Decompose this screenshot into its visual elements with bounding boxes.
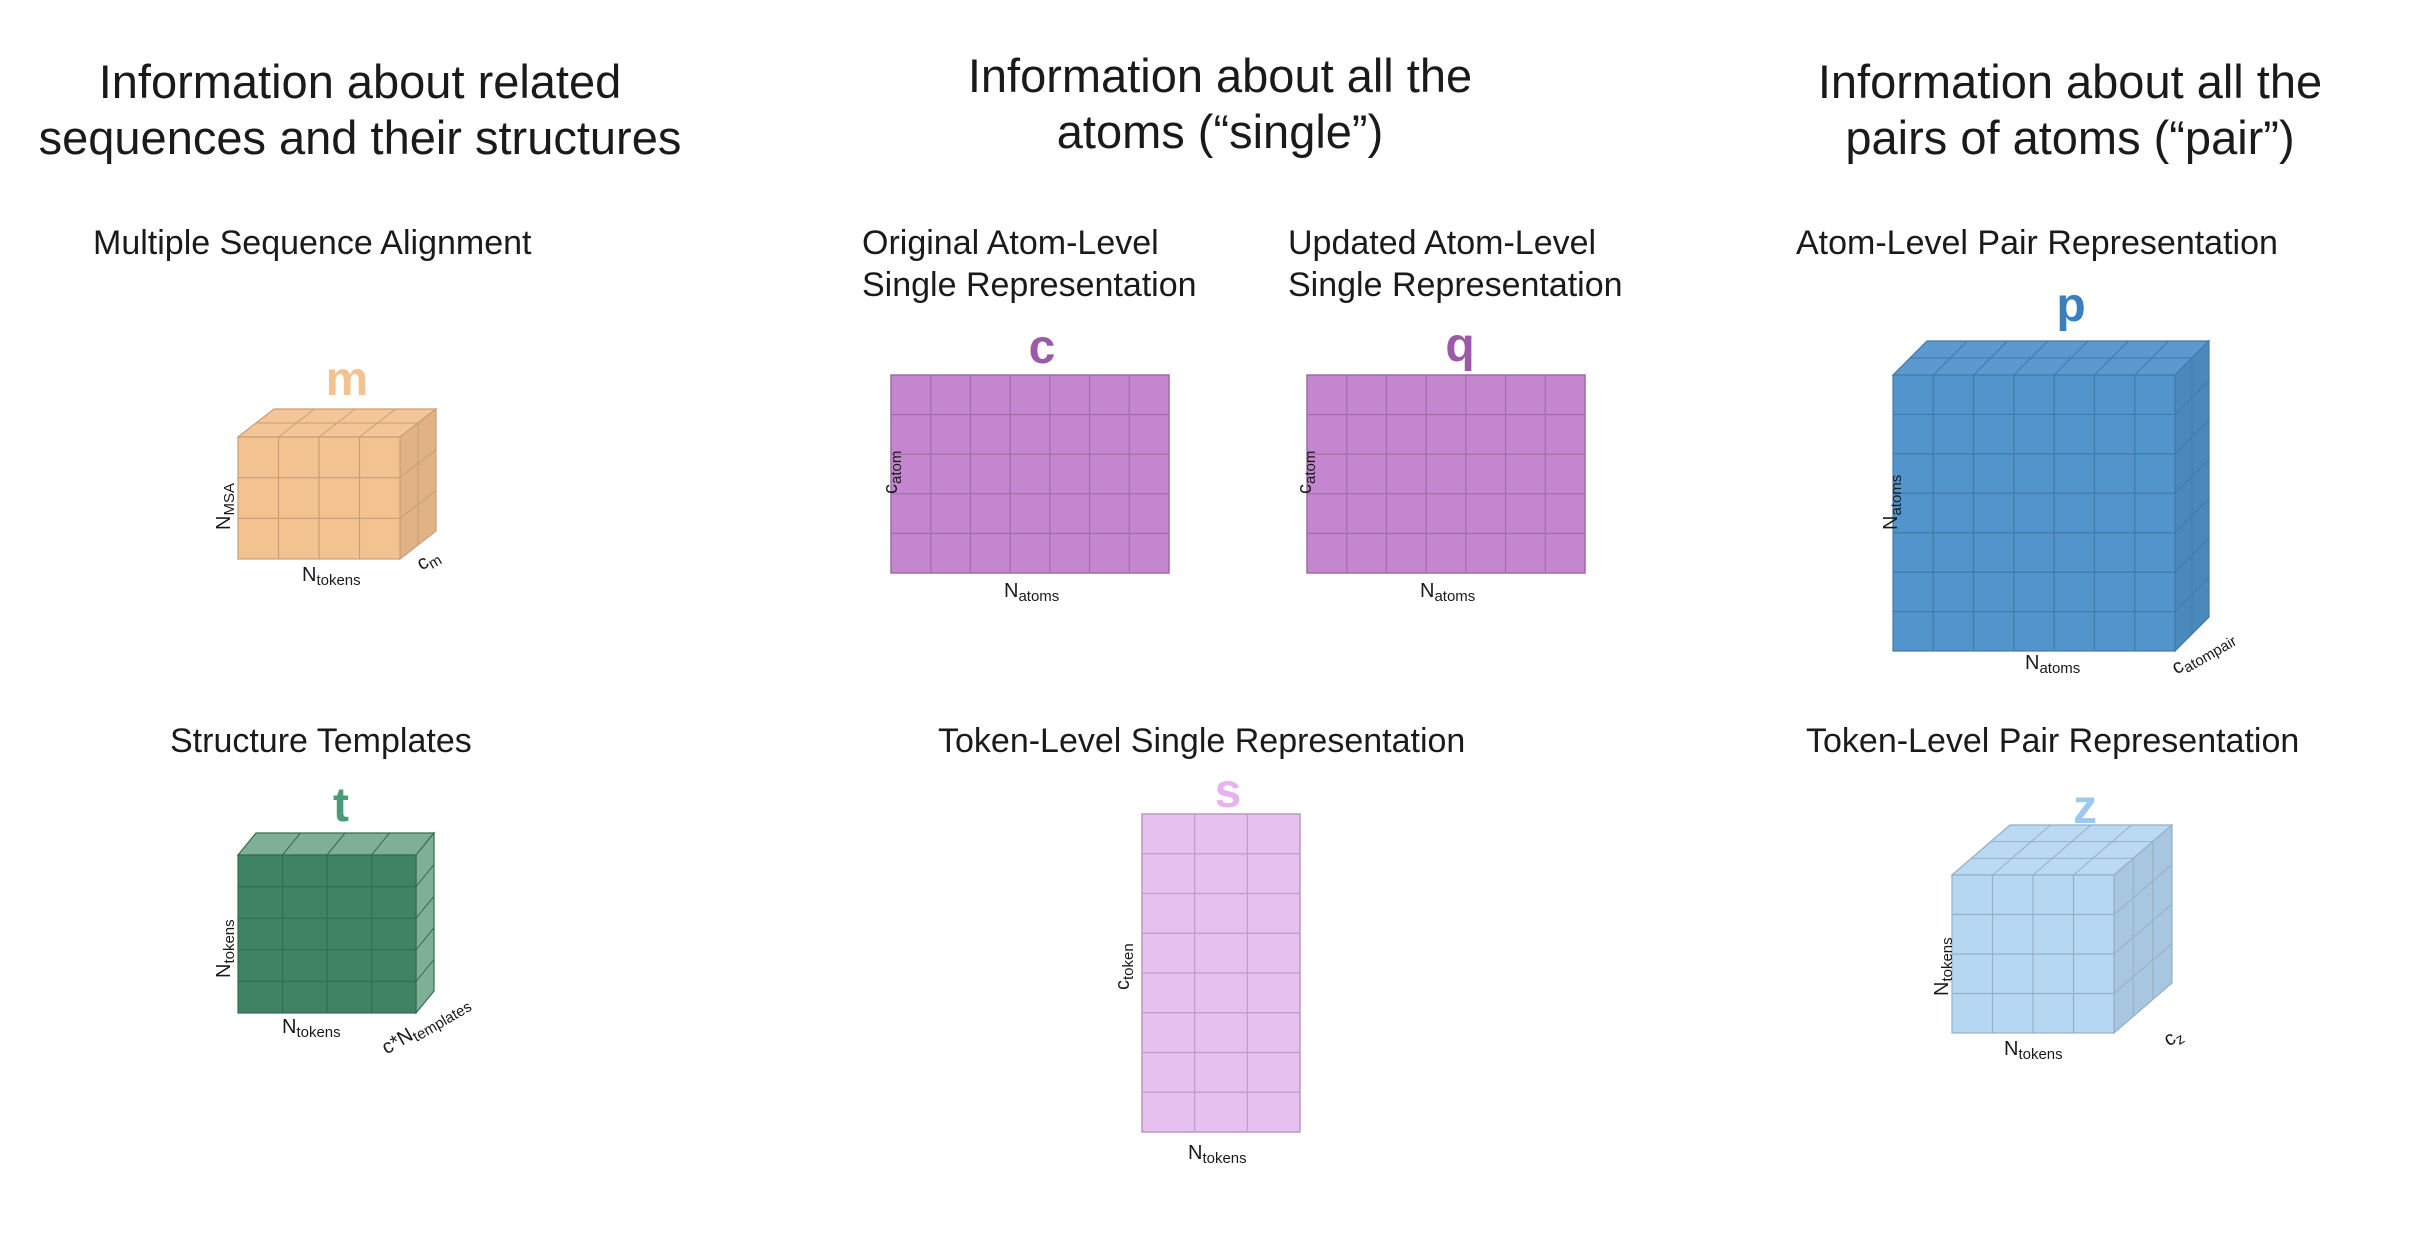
label-m-horizontal: Ntokens (302, 564, 361, 589)
heading-pair: Information about all the pairs of atoms… (1817, 55, 2323, 164)
symbol-c: c (1028, 321, 1056, 374)
symbol-t: t (333, 779, 349, 832)
heading-related-sequences: Information about related sequences and … (38, 55, 682, 164)
heading-single: Information about all the atoms (“single… (967, 49, 1473, 158)
atom-single-updated (1306, 374, 1586, 574)
token-pair-cube (1950, 823, 2174, 1035)
label-m-vertical: NMSA (213, 483, 238, 530)
template-cube (236, 831, 436, 1015)
subtitle-token-single: Token-Level Single Representation (938, 722, 1466, 760)
label-z-horizontal: Ntokens (2004, 1038, 2063, 1063)
subtitle-original-atom: Original Atom-Level Single Representatio… (862, 224, 1197, 304)
symbol-s: s (1214, 765, 1242, 818)
subtitle-updated-atom: Updated Atom-Level Single Representation (1288, 224, 1623, 304)
subtitle-atom-pair: Atom-Level Pair Representation (1796, 224, 2278, 262)
label-s-horizontal: Ntokens (1188, 1142, 1247, 1167)
label-t-vertical: Ntokens (213, 919, 238, 978)
symbol-p: p (2056, 279, 2086, 332)
subtitle-token-pair: Token-Level Pair Representation (1806, 722, 2300, 760)
subtitle-msa: Multiple Sequence Alignment (93, 224, 532, 262)
symbol-m: m (325, 353, 369, 406)
atom-single-original (890, 374, 1170, 574)
subtitle-templates: Structure Templates (170, 722, 472, 760)
atom-pair-cube (1891, 339, 2211, 653)
label-s-vertical: ctoken (1112, 943, 1137, 990)
label-t-horizontal: Ntokens (282, 1016, 341, 1041)
label-c-vertical: catom (880, 450, 905, 494)
label-q-horizontal: Natoms (1420, 580, 1476, 605)
label-q-vertical: catom (1294, 450, 1319, 494)
symbol-q: q (1445, 319, 1475, 372)
label-z-vertical: Ntokens (1931, 937, 1956, 996)
label-c-horizontal: Natoms (1004, 580, 1060, 605)
msa-cube (236, 407, 438, 561)
label-p-horizontal: Natoms (2025, 652, 2081, 677)
token-single (1141, 813, 1301, 1133)
label-p-vertical: Natoms (1880, 474, 1905, 530)
